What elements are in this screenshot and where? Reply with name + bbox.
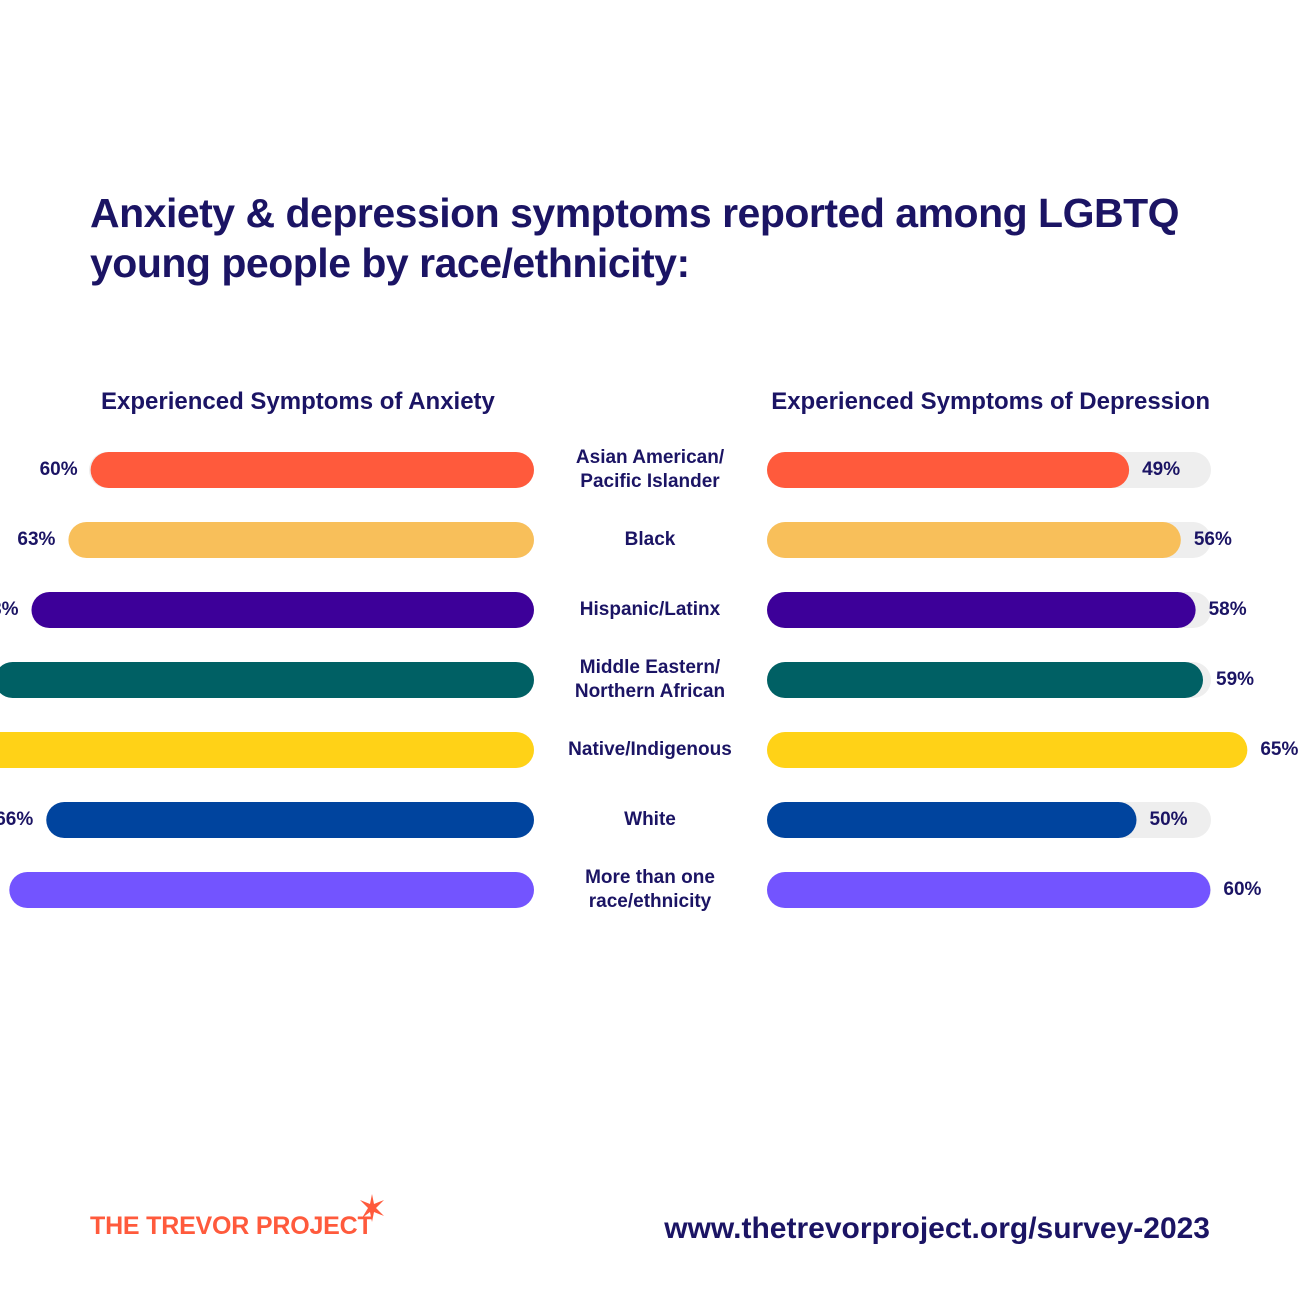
chart-title: Anxiety & depression symptoms reported a… — [90, 190, 1180, 286]
depression-bar — [767, 662, 1204, 698]
anxiety-value-label: 60% — [40, 459, 78, 480]
category-label: Asian American/ — [576, 447, 725, 468]
depression-bar — [767, 872, 1211, 908]
category-label: White — [624, 809, 676, 830]
category-label: race/ethnicity — [589, 891, 712, 912]
survey-url-link[interactable]: www.thetrevorproject.org/survey-2023 — [664, 1212, 1210, 1245]
logo-wordmark: THE TREVOR PROJECT — [90, 1212, 373, 1240]
depression-value-label: 59% — [1216, 669, 1254, 690]
depression-value-label: 65% — [1260, 739, 1298, 760]
anxiety-bar — [9, 872, 535, 908]
category-label: Hispanic/Latinx — [580, 599, 721, 620]
anxiety-bar — [90, 452, 534, 488]
anxiety-bar — [31, 592, 534, 628]
anxiety-value-label: 68% — [0, 599, 19, 620]
depression-value-label: 50% — [1150, 809, 1188, 830]
depression-bar — [767, 732, 1248, 768]
anxiety-bar — [68, 522, 535, 558]
category-label: Black — [625, 529, 676, 550]
anxiety-value-label: 66% — [0, 809, 33, 830]
depression-column-title: Experienced Symptoms of Depression — [771, 388, 1210, 415]
anxiety-bar — [0, 662, 534, 698]
category-label: Middle Eastern/ — [580, 657, 721, 678]
category-label: Pacific Islander — [580, 471, 720, 492]
depression-value-label: 60% — [1223, 879, 1261, 900]
depression-value-label: 49% — [1142, 459, 1180, 480]
depression-bar — [767, 522, 1181, 558]
depression-bar — [767, 802, 1137, 838]
depression-value-label: 58% — [1209, 599, 1247, 620]
category-label: Native/Indigenous — [568, 739, 732, 760]
anxiety-column-title: Experienced Symptoms of Anxiety — [101, 388, 495, 415]
star-burst-icon — [360, 1194, 384, 1222]
category-label: More than one — [585, 867, 715, 888]
anxiety-value-label: 63% — [17, 529, 55, 550]
trevor-project-logo[interactable]: THE TREVOR PROJECT — [90, 1194, 384, 1241]
depression-bar — [767, 592, 1196, 628]
anxiety-bar — [0, 732, 534, 768]
anxiety-bar — [46, 802, 534, 838]
category-label: Northern African — [575, 681, 725, 702]
depression-value-label: 56% — [1194, 529, 1232, 550]
depression-bar — [767, 452, 1130, 488]
